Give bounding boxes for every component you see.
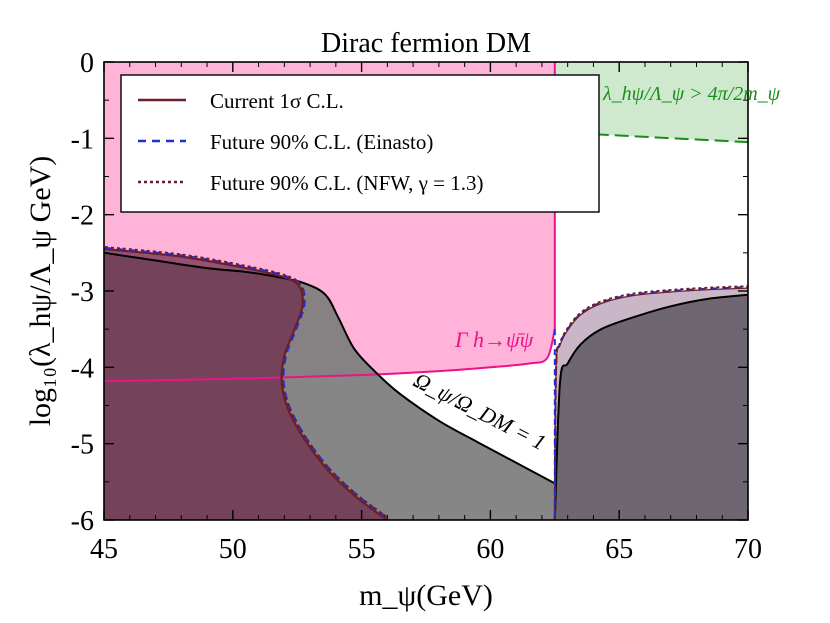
- perturbativity-label: λ_hψ/Λ_ψ > 4π/2m_ψ: [602, 83, 781, 105]
- y-tick-label: -4: [71, 353, 94, 384]
- y-tick-label: -3: [71, 277, 94, 308]
- x-tick-label: 45: [90, 534, 118, 565]
- relic-density-line-right: [553, 293, 748, 520]
- y-axis-title: log₁₀(λ_hψ/Λ_ψ GeV): [24, 156, 57, 427]
- axis-ticks: 45 50 55 60 65 70 0 -1 -2 -3 -4 -5 -6: [71, 48, 762, 565]
- x-tick-label: 50: [219, 534, 247, 565]
- y-tick-label: 0: [80, 48, 94, 79]
- higgs-width-label: Γ h→ψ̄ψ: [454, 327, 534, 352]
- y-tick-label: -1: [71, 124, 94, 155]
- perturbativity-region: [554, 62, 748, 143]
- x-tick-label: 55: [348, 534, 376, 565]
- x-tick-label: 70: [734, 534, 762, 565]
- y-tick-label: -2: [71, 201, 94, 232]
- future-nfw-line: [104, 246, 389, 519]
- legend-label-einasto: Future 90% C.L. (Einasto): [210, 130, 433, 154]
- relic-density-region-right: [554, 294, 748, 520]
- legend-label-current: Current 1σ C.L.: [210, 89, 344, 113]
- y-tick-label: -5: [71, 430, 94, 461]
- chart-title: Dirac fermion DM: [321, 28, 531, 59]
- legend-label-nfw: Future 90% C.L. (NFW, γ = 1.3): [210, 171, 484, 195]
- relic-density-line: [104, 251, 556, 485]
- x-tick-label: 60: [476, 534, 504, 565]
- current-cl-line-right: [554, 287, 748, 520]
- x-axis-title: m_ψ(GeV): [359, 579, 493, 612]
- legend: Current 1σ C.L. Future 90% C.L. (Einasto…: [120, 74, 600, 213]
- current-excluded-region: [104, 249, 388, 520]
- higgs-width-boundary: [104, 62, 556, 383]
- legend-box: [120, 74, 600, 213]
- x-tick-label: 65: [605, 534, 633, 565]
- y-tick-label: -6: [71, 506, 94, 537]
